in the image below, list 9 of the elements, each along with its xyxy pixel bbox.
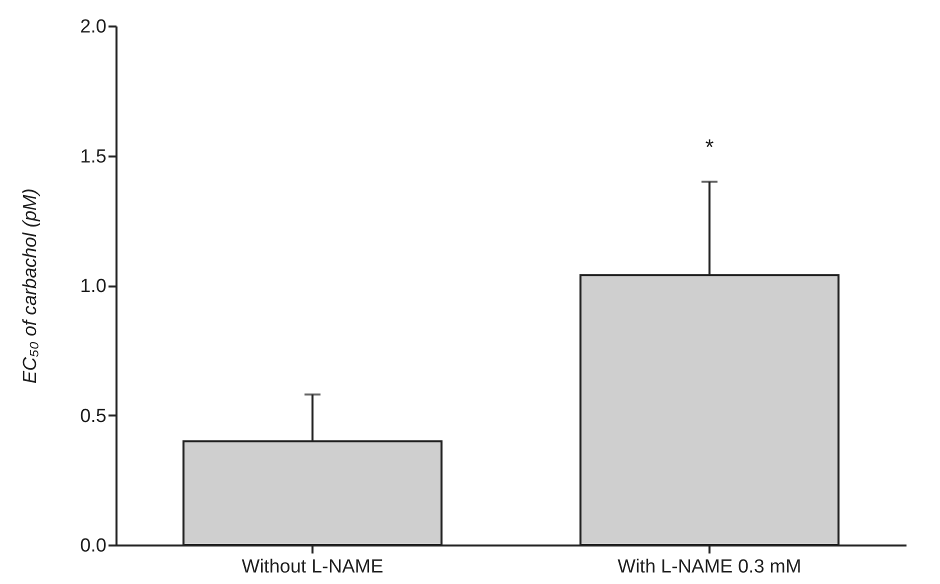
x-tick-label: Without L-NAME [242,556,384,578]
y-axis-title: EC₅₀ of carbachol (pM) [20,188,42,384]
y-tick-label: 1.5 [80,146,106,168]
y-tick-label: 0.0 [80,536,106,556]
annotation: * [705,134,714,160]
x-tick-label: With L-NAME 0.3 mM [618,556,802,578]
y-tick-label: 0.5 [80,406,106,427]
y-tick-label: 1.0 [80,276,106,297]
y-tick-label: 2.0 [80,16,106,38]
